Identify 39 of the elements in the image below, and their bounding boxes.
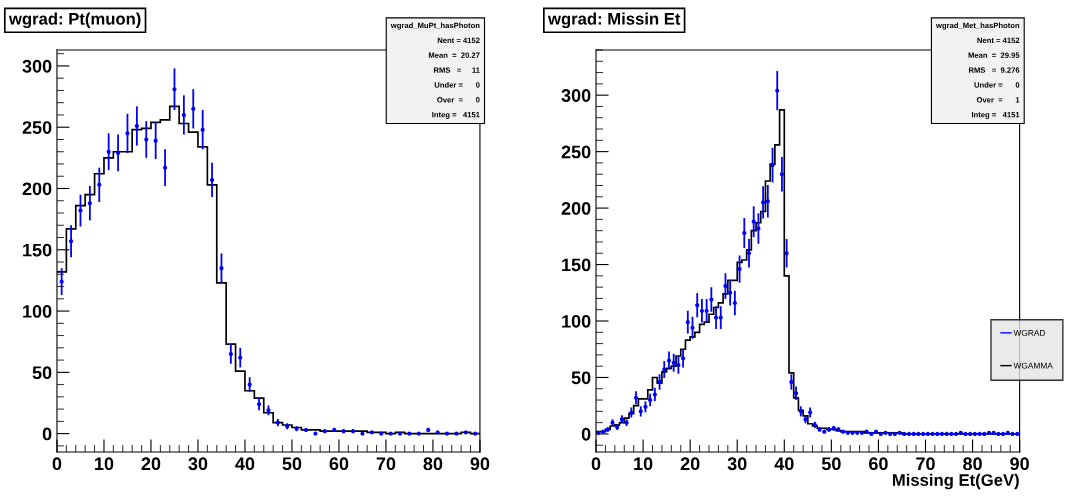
x-tick-label: 30 xyxy=(727,457,747,471)
y-tick-label: 100 xyxy=(562,314,591,328)
x-tick-label: 40 xyxy=(774,457,794,471)
x-tick-label: 70 xyxy=(916,457,935,471)
y-tick-label: 0 xyxy=(581,427,591,441)
y-tick-label: 200 xyxy=(561,202,591,215)
y-tick-label: 250 xyxy=(22,121,52,134)
y-tick-label: 0 xyxy=(42,427,52,441)
x-tick-label: 30 xyxy=(188,457,208,471)
x-axis-title: Missing Et(GeV) xyxy=(892,473,1019,490)
y-tick-label: 50 xyxy=(32,366,52,380)
chart-title: wgrad: Missin Et xyxy=(547,12,681,29)
x-tick-label: 80 xyxy=(963,457,982,471)
legend-label: WGAMMA xyxy=(1013,362,1053,369)
x-tick-label: 0 xyxy=(591,457,601,471)
chart-title: wgrad: Pt(muon) xyxy=(8,12,141,29)
legend-label: WGRAD xyxy=(1013,329,1046,336)
x-tick-label: 60 xyxy=(329,457,349,471)
x-tick-label: 40 xyxy=(235,457,255,471)
y-tick-label: 150 xyxy=(23,243,52,257)
y-tick-label: 50 xyxy=(571,371,591,385)
y-tick-label: 100 xyxy=(23,304,52,318)
y-tick-label: 200 xyxy=(22,182,52,196)
x-tick-label: 70 xyxy=(376,457,396,471)
y-tick-label: 250 xyxy=(561,145,591,159)
x-tick-label: 50 xyxy=(821,457,841,471)
x-tick-label: 10 xyxy=(634,457,653,471)
x-tick-label: 10 xyxy=(95,457,114,471)
y-tick-label: 300 xyxy=(22,59,52,73)
y-tick-label: 300 xyxy=(561,89,591,102)
x-tick-label: 90 xyxy=(470,457,490,471)
x-tick-label: 50 xyxy=(282,457,302,471)
x-tick-label: 0 xyxy=(52,457,62,471)
x-tick-label: 20 xyxy=(680,457,700,471)
x-tick-label: 20 xyxy=(141,457,161,471)
x-tick-label: 90 xyxy=(1010,457,1029,471)
x-tick-label: 60 xyxy=(869,457,888,471)
y-tick-label: 150 xyxy=(562,258,591,272)
x-tick-label: 80 xyxy=(423,457,443,471)
